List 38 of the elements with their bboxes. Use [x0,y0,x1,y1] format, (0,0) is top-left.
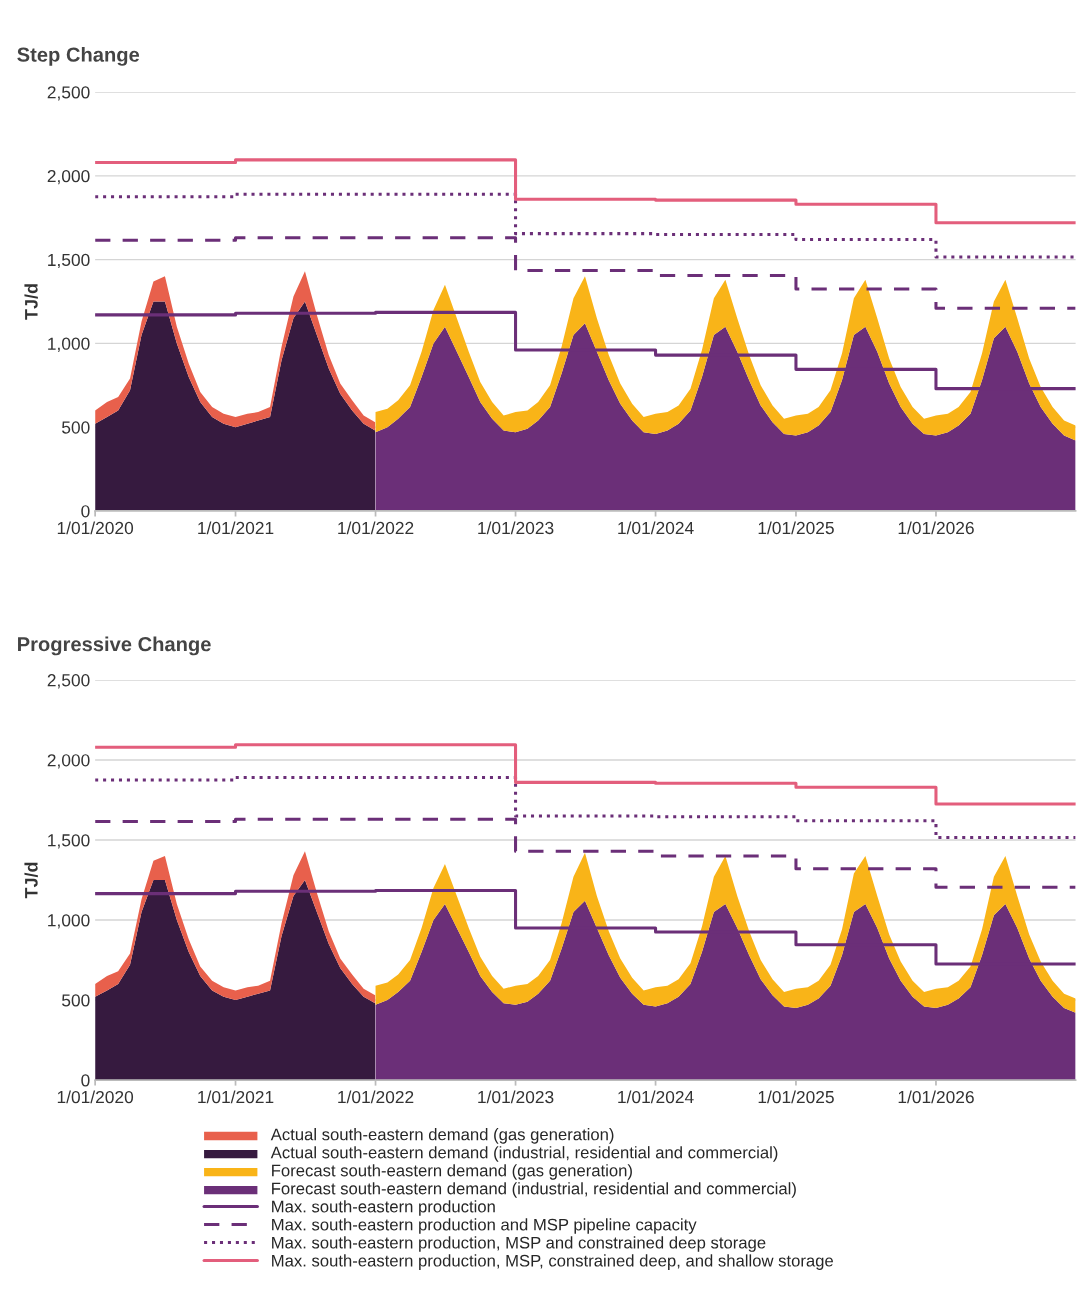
y-tick-label: 2,000 [47,169,90,185]
y-tick-label: 2,500 [47,674,90,689]
legend-label: Actual south-eastern demand (industrial, residential and commercial) [270,1146,778,1162]
legend-label: Max. south-eastern production [272,1200,495,1216]
y-tick-label: 0 [81,1074,90,1087]
y-tick-label: 2,500 [47,86,90,101]
chart-title: Step Change [17,47,140,66]
y-tick-label: 1,500 [48,253,90,269]
x-tick-label: 1/01/2020 [57,1090,134,1104]
y-tick-label: 1,000 [48,914,90,929]
x-tick-label: 1/01/2025 [758,521,834,535]
y-axis-title: TJ/d [24,862,38,899]
x-tick-label: 1/01/2021 [198,521,274,535]
x-tick-label: 1/01/2026 [898,521,974,535]
x-tick-label: 1/01/2021 [198,1090,274,1104]
x-tick-label: 1/01/2020 [57,521,134,535]
x-tick-label: 1/01/2024 [618,1090,694,1104]
x-tick-label: 1/01/2022 [338,1090,414,1104]
y-tick-label: 1,500 [48,834,90,849]
legend-label: Max. south-eastern production and MSP pipeline capacity [272,1218,697,1234]
x-tick-label: 1/01/2023 [478,521,554,535]
chart-title: Progressive Change [18,636,211,656]
x-tick-label: 1/01/2026 [898,1090,974,1104]
legend-label: Actual south-eastern demand (gas generation) [270,1128,614,1144]
x-tick-label: 1/01/2022 [338,521,414,535]
y-tick-label: 500 [62,994,90,1007]
x-tick-label: 1/01/2025 [758,1090,834,1104]
y-axis-title: TJ/d [24,284,38,320]
y-tick-label: 2,000 [47,754,90,769]
legend-label: Forecast south-eastern demand (gas generation) [272,1164,632,1180]
y-tick-label: 0 [81,505,90,518]
legend-label: Max. south-eastern production, MSP and constrained deep storage [272,1236,766,1252]
y-tick-label: 500 [62,421,90,434]
y-tick-label: 1,000 [48,337,90,352]
legend-label: Forecast south-eastern demand (industrial, residential and commercial) [272,1182,796,1198]
x-tick-label: 1/01/2024 [618,521,694,535]
legend-label: Max. south-eastern production, MSP, constrained deep, and shallow storage [272,1254,833,1270]
x-tick-label: 1/01/2023 [478,1090,554,1104]
